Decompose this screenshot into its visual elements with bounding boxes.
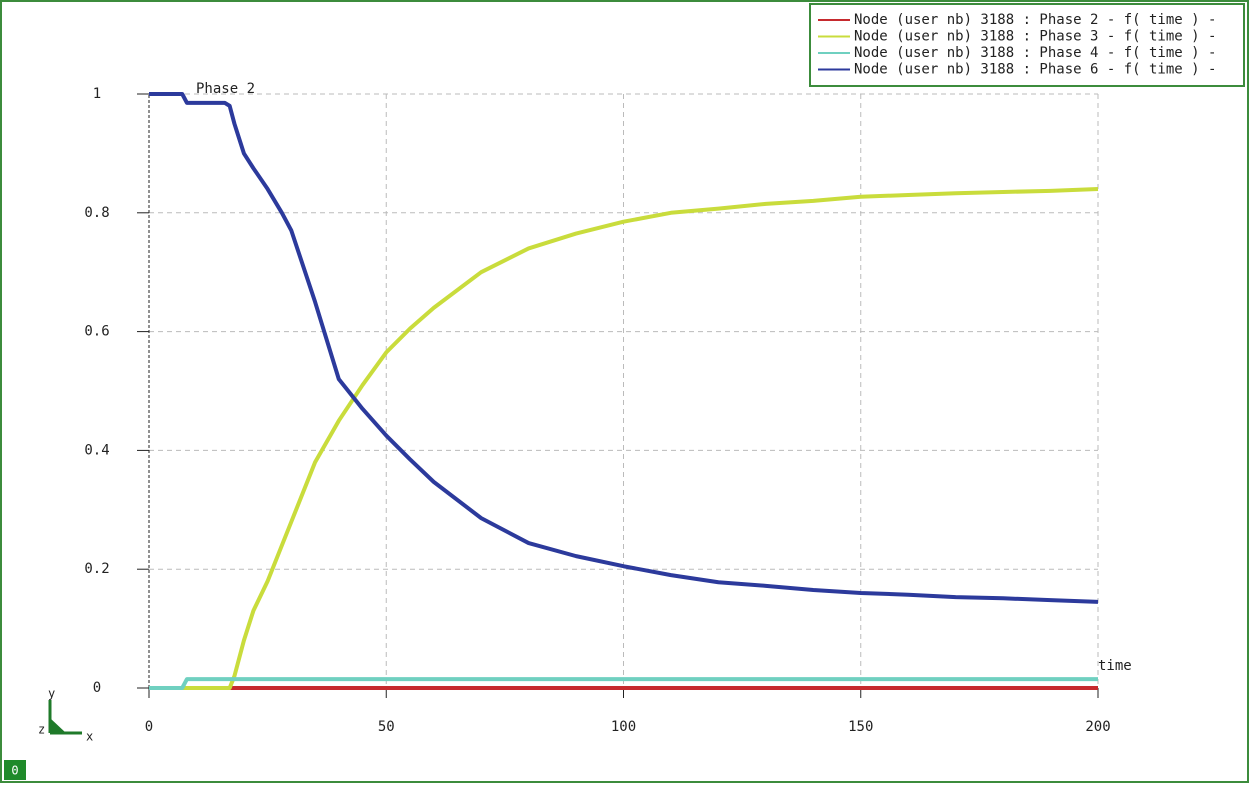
badge: 0	[11, 764, 18, 778]
series-line	[149, 92, 1099, 604]
x-tick-label: 150	[848, 719, 873, 735]
x-axis-label: time	[1098, 658, 1132, 674]
legend-label: Node (user nb) 3188 : Phase 6 - f( time …	[854, 62, 1216, 78]
y-tick-label: 0	[93, 680, 101, 696]
badge-box	[4, 760, 26, 780]
axis-triad: y z x	[38, 687, 93, 744]
triad-z-label: z	[38, 723, 45, 737]
series-line	[149, 677, 1098, 690]
x-tick-label: 200	[1085, 719, 1110, 735]
legend: Node (user nb) 3188 : Phase 2 - f( time …	[809, 3, 1245, 87]
triad-y-label: y	[48, 687, 55, 701]
y-tick-label: 0.8	[84, 205, 109, 221]
y-axis-label: Phase 2	[196, 81, 255, 97]
y-tick-label: 0.4	[84, 442, 109, 458]
legend-box	[809, 3, 1245, 87]
legend-label: Node (user nb) 3188 : Phase 2 - f( time …	[854, 12, 1216, 28]
x-tick-label: 0	[145, 719, 153, 735]
y-tick-label: 0.2	[84, 561, 109, 577]
x-tick-label: 100	[611, 719, 636, 735]
x-tick-label: 50	[378, 719, 395, 735]
y-tick-label: 1	[93, 86, 101, 102]
y-tick-label: 0.6	[84, 324, 109, 340]
series-line	[182, 187, 1099, 690]
legend-label: Node (user nb) 3188 : Phase 3 - f( time …	[854, 29, 1216, 45]
legend-label: Node (user nb) 3188 : Phase 4 - f( time …	[854, 45, 1216, 61]
triad-z	[50, 718, 66, 733]
triad-x-label: x	[86, 730, 93, 744]
